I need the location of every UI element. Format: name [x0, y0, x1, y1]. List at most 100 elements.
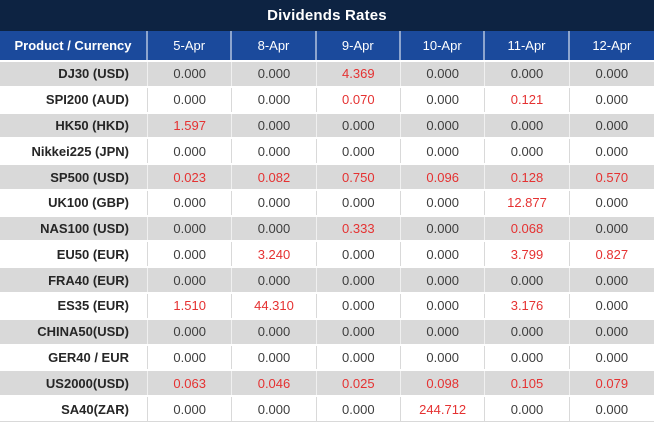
value-cell: 0.000: [595, 66, 629, 82]
value-cell: 0.000: [401, 268, 486, 293]
value-cell: 0.000: [148, 397, 233, 421]
value-cell: 0.000: [595, 298, 629, 314]
value-cell: 0.000: [317, 397, 401, 421]
product-cell: ES35 (EUR): [0, 294, 148, 318]
header-cell-date: 8-Apr: [232, 31, 317, 60]
value-cell: 3.176: [485, 294, 570, 318]
product-cell: CHINA50(USD): [0, 319, 148, 344]
value-cell: 0.000: [485, 139, 570, 164]
value-cell: 0.000: [232, 216, 317, 241]
value-cell: 0.000: [232, 268, 317, 293]
value-cell: 0.000: [595, 349, 629, 365]
table-row: HK50 (HKD) 1.597 0.000 0.000 0.000 0.000 0.000: [0, 113, 654, 140]
value-cell: 0.000: [485, 268, 570, 293]
product-cell: Nikkei225 (JPN): [0, 139, 148, 164]
value-cell: 0.000: [401, 190, 486, 215]
value-cell: 0.000: [485, 113, 570, 138]
value-cell: 0.082: [232, 165, 317, 189]
value-cell: 44.310: [232, 294, 317, 318]
value-cell: 4.369: [317, 62, 401, 86]
value-cell: 0.000: [401, 294, 486, 318]
value-cell: 0.000: [317, 268, 401, 293]
product-cell: DJ30 (USD): [0, 62, 148, 86]
value-cell: 0.000: [401, 113, 486, 138]
product-cell: EU50 (EUR): [0, 242, 148, 267]
value-cell: 244.712: [401, 397, 486, 421]
value-cell: 0.063: [148, 371, 233, 396]
table-row: FRA40 (EUR) 0.000 0.000 0.000 0.000 0.000 0.00…: [0, 268, 654, 295]
product-cell: GER40 / EUR: [0, 345, 148, 370]
value-cell: 0.000: [317, 242, 401, 267]
table-header-row: Product / Currency 5-Apr 8-Apr 9-Apr 10-Apr 1…: [0, 31, 654, 62]
value-cell: 0.000: [317, 113, 401, 138]
value-cell: 0.000: [595, 117, 629, 133]
value-cell: 0.000: [401, 62, 486, 86]
table-body: DJ30 (USD) 0.000 0.000 4.369 0.000 0.000 0.000…: [0, 62, 654, 421]
table-row: SP500 (USD) 0.023 0.082 0.750 0.096 0.128 0.57…: [0, 165, 654, 191]
value-cell: 0.000: [148, 319, 233, 344]
value-cell: 0.025: [317, 371, 401, 396]
value-cell: 0.000: [595, 221, 629, 237]
value-cell: 0.000: [232, 113, 317, 138]
value-cell: 0.000: [485, 319, 570, 344]
value-cell: 0.000: [232, 319, 317, 344]
value-cell: 0.000: [148, 87, 233, 112]
value-cell: 0.000: [232, 397, 317, 421]
value-cell: 0.000: [317, 139, 401, 164]
value-cell: 0.096: [401, 165, 486, 189]
value-cell: 0.000: [401, 345, 486, 370]
value-cell: 0.000: [401, 139, 486, 164]
value-cell: 0.128: [485, 165, 570, 189]
value-cell: 0.000: [485, 397, 570, 421]
table-row: DJ30 (USD) 0.000 0.000 4.369 0.000 0.000 0.000: [0, 62, 654, 88]
value-cell: 0.000: [232, 87, 317, 112]
value-cell: 0.000: [401, 319, 486, 344]
value-cell: 1.510: [148, 294, 233, 318]
table-row: NAS100 (USD) 0.000 0.000 0.333 0.000 0.068 0.0…: [0, 216, 654, 243]
value-cell: 0.000: [595, 195, 629, 211]
value-cell: 0.000: [595, 272, 629, 288]
value-cell: 0.000: [148, 268, 233, 293]
value-cell: 0.068: [485, 216, 570, 241]
product-cell: SA40(ZAR): [0, 397, 148, 421]
value-cell: 0.000: [595, 92, 629, 108]
value-cell: 3.240: [232, 242, 317, 267]
value-cell: 0.000: [595, 324, 629, 340]
product-cell: HK50 (HKD): [0, 113, 148, 138]
table-row: Nikkei225 (JPN) 0.000 0.000 0.000 0.000 0.000…: [0, 139, 654, 166]
value-cell: 0.000: [401, 242, 486, 267]
value-cell: 0.000: [317, 319, 401, 344]
table-row: SPI200 (AUD) 0.000 0.000 0.070 0.000 0.121 0.0…: [0, 87, 654, 114]
value-cell: 0.000: [595, 401, 629, 417]
value-cell: 0.000: [148, 216, 233, 241]
table-row: EU50 (EUR) 0.000 3.240 0.000 0.000 3.799 0.827: [0, 242, 654, 269]
header-cell-date: 12-Apr: [592, 38, 632, 53]
value-cell: 3.799: [485, 242, 570, 267]
table-row: SA40(ZAR) 0.000 0.000 0.000 244.712 0.000 0.00…: [0, 397, 654, 421]
value-cell: 0.570: [595, 169, 629, 185]
table-row: GER40 / EUR 0.000 0.000 0.000 0.000 0.000 0.00…: [0, 345, 654, 372]
value-cell: 0.000: [317, 294, 401, 318]
value-cell: 0.105: [485, 371, 570, 396]
value-cell: 0.000: [317, 345, 401, 370]
value-cell: 12.877: [485, 190, 570, 215]
value-cell: 0.000: [232, 345, 317, 370]
table-row: ES35 (EUR) 1.510 44.310 0.000 0.000 3.176 0.00…: [0, 294, 654, 320]
product-cell: UK100 (GBP): [0, 190, 148, 215]
header-cell-date: 9-Apr: [317, 31, 401, 60]
header-cell-date: 10-Apr: [401, 31, 486, 60]
product-cell: FRA40 (EUR): [0, 268, 148, 293]
value-cell: 0.121: [485, 87, 570, 112]
value-cell: 0.000: [401, 216, 486, 241]
value-cell: 0.827: [595, 246, 629, 262]
value-cell: 0.333: [317, 216, 401, 241]
product-cell: US2000(USD): [0, 371, 148, 396]
header-cell-date: 11-Apr: [485, 31, 570, 60]
value-cell: 1.597: [148, 113, 233, 138]
value-cell: 0.000: [401, 87, 486, 112]
value-cell: 0.750: [317, 165, 401, 189]
table-row: CHINA50(USD) 0.000 0.000 0.000 0.000 0.000 0.0…: [0, 319, 654, 346]
product-cell: SP500 (USD): [0, 165, 148, 189]
value-cell: 0.000: [317, 190, 401, 215]
